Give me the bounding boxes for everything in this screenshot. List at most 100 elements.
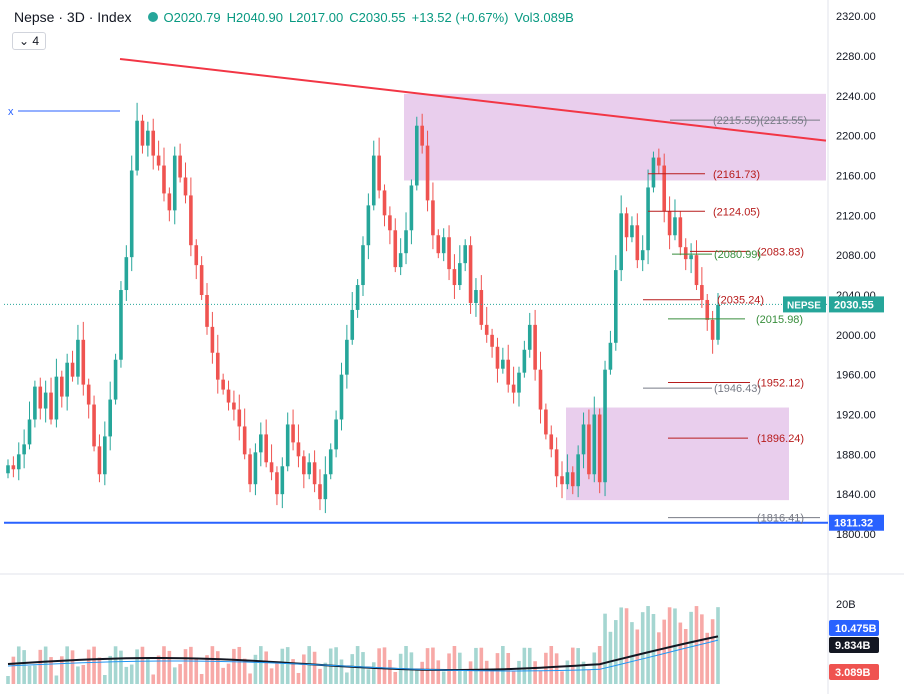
candle-body[interactable] [587, 424, 591, 475]
candle-body[interactable] [549, 434, 554, 450]
candle-body[interactable] [560, 476, 564, 485]
candle-body[interactable] [592, 414, 597, 475]
candle-body[interactable] [323, 474, 328, 500]
candle-body[interactable] [54, 376, 59, 420]
candle-body[interactable] [414, 125, 419, 186]
candle-body[interactable] [97, 446, 102, 475]
candle-body[interactable] [194, 245, 199, 266]
candle-body[interactable] [533, 324, 537, 370]
candle-body[interactable] [635, 225, 640, 261]
candle-body[interactable] [49, 392, 53, 420]
candle-body[interactable] [608, 342, 613, 370]
candle-body[interactable] [565, 472, 570, 485]
candle-body[interactable] [683, 247, 688, 260]
candle-body[interactable] [640, 250, 645, 261]
candle-body[interactable] [92, 404, 96, 447]
candle-body[interactable] [156, 155, 161, 166]
candle-body[interactable] [447, 237, 451, 270]
symbol-title[interactable]: Nepse · 3D · Index [14, 9, 132, 25]
candle-body[interactable] [22, 444, 26, 455]
candle-body[interactable] [345, 339, 349, 375]
candle-body[interactable] [377, 155, 381, 191]
candle-body[interactable] [511, 384, 516, 393]
candle-body[interactable] [302, 456, 306, 475]
candle-body[interactable] [38, 386, 43, 409]
candle-body[interactable] [269, 462, 274, 473]
candle-body[interactable] [162, 165, 166, 194]
candle-body[interactable] [501, 359, 505, 369]
candle-body[interactable] [361, 245, 365, 286]
candle-body[interactable] [371, 155, 376, 206]
candle-body[interactable] [210, 326, 215, 353]
candle-body[interactable] [135, 120, 139, 171]
supply-demand-zone[interactable] [566, 407, 789, 501]
candle-body[interactable] [221, 379, 225, 390]
candle-body[interactable] [113, 359, 118, 400]
candle-body[interactable] [59, 376, 64, 397]
candle-body[interactable] [506, 359, 511, 385]
candle-body[interactable] [33, 386, 37, 420]
candle-body[interactable] [86, 384, 91, 405]
candle-body[interactable] [291, 424, 295, 443]
candle-body[interactable] [646, 187, 650, 251]
candle-body[interactable] [425, 145, 430, 201]
candle-body[interactable] [328, 449, 333, 475]
candle-body[interactable] [70, 362, 75, 377]
candle-body[interactable] [280, 466, 285, 495]
candle-body[interactable] [237, 409, 242, 427]
candle-body[interactable] [705, 299, 710, 320]
candle-body[interactable] [312, 462, 317, 485]
supply-demand-zone[interactable] [404, 93, 826, 181]
candle-body[interactable] [667, 211, 672, 236]
candle-body[interactable] [81, 339, 86, 385]
candle-body[interactable] [232, 402, 236, 410]
candle-body[interactable] [189, 195, 193, 246]
candle-body[interactable] [226, 389, 231, 403]
candle-body[interactable] [619, 213, 623, 271]
candle-body[interactable] [108, 399, 112, 437]
candle-body[interactable] [468, 245, 473, 303]
candle-body[interactable] [452, 269, 457, 286]
candle-body[interactable] [576, 454, 580, 487]
candle-body[interactable] [11, 465, 16, 470]
candle-body[interactable] [463, 245, 467, 264]
candle-body[interactable] [479, 290, 484, 325]
candle-body[interactable] [700, 285, 704, 300]
candle-body[interactable] [458, 263, 462, 286]
candle-body[interactable] [490, 334, 494, 347]
candle-body[interactable] [527, 324, 532, 350]
candle-body[interactable] [146, 130, 150, 146]
collapse-indicators-button[interactable]: ⌄ 4 [12, 32, 47, 50]
candle-body[interactable] [167, 193, 172, 211]
candle-body[interactable] [366, 205, 371, 246]
candle-body[interactable] [517, 372, 521, 393]
candle-body[interactable] [597, 414, 602, 483]
candle-body[interactable] [6, 465, 10, 474]
candle-body[interactable] [264, 434, 268, 463]
candle-body[interactable] [140, 120, 145, 146]
candle-body[interactable] [65, 362, 69, 397]
candle-body[interactable] [318, 484, 322, 500]
candle-body[interactable] [614, 270, 618, 343]
candle-body[interactable] [554, 449, 559, 477]
candle-body[interactable] [253, 452, 258, 485]
candle-body[interactable] [382, 190, 387, 216]
candle-body[interactable] [651, 157, 656, 188]
candle-body[interactable] [119, 290, 123, 360]
candle-body[interactable] [334, 419, 338, 450]
candle-body[interactable] [275, 472, 279, 495]
candle-body[interactable] [689, 255, 693, 260]
candle-body[interactable] [183, 177, 188, 196]
candle-body[interactable] [420, 125, 424, 146]
candle-body[interactable] [248, 454, 252, 485]
candle-body[interactable] [544, 409, 548, 435]
candle-body[interactable] [436, 235, 441, 254]
candle-body[interactable] [398, 253, 403, 268]
candle-body[interactable] [205, 295, 209, 327]
candle-body[interactable] [404, 230, 408, 254]
candle-body[interactable] [199, 265, 204, 295]
candle-body[interactable] [710, 319, 715, 340]
candle-body[interactable] [124, 257, 129, 291]
candle-body[interactable] [716, 304, 720, 340]
